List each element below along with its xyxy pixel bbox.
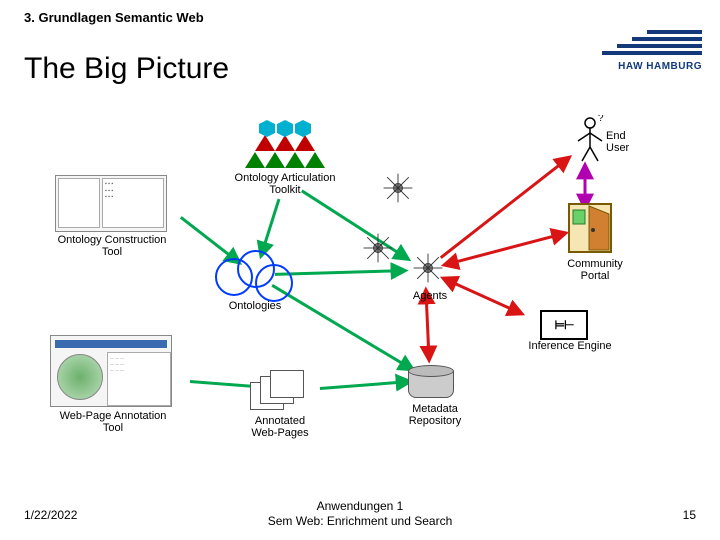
node-agents (410, 250, 446, 286)
node-label-oat: Ontology ArticulationToolkit (230, 172, 340, 196)
node-ontologies (215, 250, 295, 300)
diagram-canvas: ▪ ▪ ▪▪ ▪ ▪▪ ▪ ▪ Ontology ConstructionToo… (30, 100, 690, 480)
node-agents (380, 170, 416, 206)
footer-center: Anwendungen 1 Sem Web: Enrichment und Se… (268, 499, 453, 530)
logo-bars-icon (592, 30, 702, 55)
footer-line2: Sem Web: Enrichment und Search (268, 514, 453, 528)
node-annotated-webpages (250, 370, 300, 410)
page-title: The Big Picture (24, 52, 229, 86)
logo-bar (617, 44, 702, 48)
node-inference-engine: ⊨⊢ (540, 310, 588, 340)
node-label-oct: Ontology ConstructionTool (52, 234, 172, 258)
footer-page-number: 15 (683, 508, 696, 522)
node-ontology-articulation-toolkit (245, 120, 325, 173)
svg-text:?: ? (598, 115, 604, 124)
node-label-wpa: Web-Page AnnotationTool (48, 410, 178, 434)
logo: HAW HAMBURG (592, 30, 702, 72)
node-label-awp: AnnotatedWeb-Pages (245, 415, 315, 439)
node-label-meta: MetadataRepository (395, 403, 475, 427)
node-label-ie: Inference Engine (520, 340, 620, 352)
node-webpage-annotation-tool: — — —— — —— — — (50, 335, 172, 407)
logo-bar (632, 37, 702, 41)
node-label-ontologies: Ontologies (220, 300, 290, 312)
node-metadata-repository (408, 365, 452, 399)
node-label-community: CommunityPortal (560, 258, 630, 282)
footer-date: 1/22/2022 (24, 508, 77, 522)
logo-text: HAW HAMBURG (592, 61, 702, 72)
logo-bar (647, 30, 702, 34)
node-label-agents: Agents (400, 290, 460, 302)
footer-line1: Anwendungen 1 (317, 499, 404, 513)
node-ontology-construction-tool: ▪ ▪ ▪▪ ▪ ▪▪ ▪ ▪ (55, 175, 167, 232)
node-end-user: ? (570, 115, 610, 170)
breadcrumb: 3. Grundlagen Semantic Web (24, 10, 204, 25)
node-agents (360, 230, 396, 266)
node-community-portal (565, 200, 615, 256)
node-label-enduser: EndUser (606, 130, 646, 154)
slide: 3. Grundlagen Semantic Web The Big Pictu… (0, 0, 720, 540)
logo-bar (602, 51, 702, 55)
